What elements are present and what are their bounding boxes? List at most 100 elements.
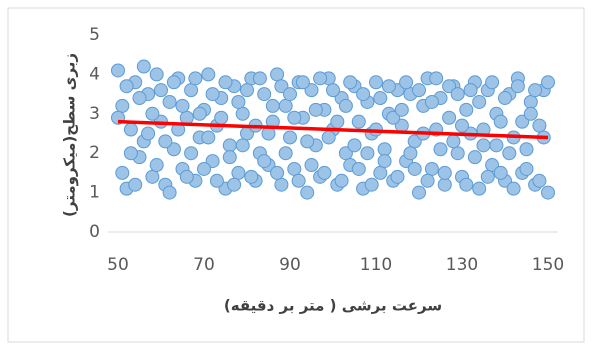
x-tick-label: 130: [446, 255, 478, 275]
point: [515, 114, 530, 129]
point: [278, 146, 293, 161]
point: [175, 98, 190, 113]
x-tick-label: 70: [193, 255, 215, 275]
y-axis-label: زبری سطح(میکرومتر): [61, 53, 79, 217]
x-tick-label: 150: [532, 255, 564, 275]
point: [386, 110, 401, 125]
trend-line: [117, 119, 549, 140]
point: [506, 181, 521, 196]
point: [394, 102, 409, 117]
point: [179, 169, 194, 184]
point: [304, 158, 319, 173]
point: [369, 75, 383, 90]
point: [162, 94, 177, 109]
point: [214, 110, 229, 125]
point: [300, 134, 315, 149]
point: [149, 158, 164, 173]
point: [115, 98, 130, 113]
point: [257, 87, 272, 102]
point: [467, 150, 482, 165]
point: [493, 114, 508, 129]
point: [287, 110, 302, 125]
y-tick-label: 2: [89, 143, 100, 163]
point: [295, 75, 310, 90]
point: [231, 165, 246, 180]
point: [166, 142, 181, 157]
point: [334, 173, 349, 188]
point: [390, 169, 405, 184]
point: [381, 79, 396, 94]
point: [158, 134, 173, 149]
point: [330, 114, 345, 129]
x-axis-label: سرعت برشی ( متر بر دقیقه): [224, 297, 442, 315]
point: [356, 87, 371, 102]
point: [154, 83, 168, 98]
point: [455, 118, 469, 133]
point: [270, 67, 285, 82]
point: [519, 142, 534, 157]
point: [128, 177, 143, 192]
point: [274, 79, 289, 94]
x-tick-label: 110: [360, 255, 392, 275]
point: [283, 87, 297, 102]
point: [265, 98, 280, 113]
point: [184, 83, 199, 98]
point: [532, 118, 547, 133]
point: [188, 71, 203, 86]
point: [162, 185, 177, 200]
point: [463, 83, 478, 98]
x-tick-label: 90: [279, 255, 301, 275]
point: [510, 79, 525, 94]
point: [412, 83, 426, 98]
point: [377, 154, 392, 169]
point: [145, 169, 160, 184]
point: [480, 169, 495, 184]
point: [115, 165, 130, 180]
point: [541, 75, 555, 90]
point: [347, 138, 362, 153]
point: [502, 146, 517, 161]
point: [437, 165, 452, 180]
point: [231, 94, 246, 109]
point: [519, 161, 534, 176]
point: [446, 134, 461, 149]
point: [399, 75, 414, 90]
point: [300, 185, 315, 200]
point: [364, 177, 379, 192]
point: [244, 169, 259, 184]
point: [450, 87, 465, 102]
point: [149, 67, 164, 82]
point: [287, 161, 302, 176]
point: [283, 130, 297, 145]
point: [489, 138, 504, 153]
point: [205, 154, 220, 169]
point: [373, 165, 388, 180]
point: [317, 165, 332, 180]
point: [326, 83, 340, 98]
point: [304, 83, 319, 98]
point: [498, 91, 512, 106]
point: [132, 91, 147, 106]
point: [541, 185, 555, 200]
point: [459, 102, 474, 117]
point: [278, 98, 293, 113]
point: [257, 154, 272, 169]
point: [313, 71, 328, 86]
y-tick-label: 1: [89, 183, 100, 203]
point: [235, 106, 250, 121]
y-tick-label: 0: [89, 222, 100, 242]
point: [424, 94, 439, 109]
point: [123, 122, 138, 137]
point: [291, 173, 306, 188]
point: [433, 142, 448, 157]
point: [373, 91, 388, 106]
point: [459, 177, 474, 192]
point: [442, 79, 457, 94]
point: [343, 75, 358, 90]
point: [472, 94, 487, 109]
point: [123, 146, 138, 161]
point: [205, 87, 220, 102]
y-tick-label: 4: [89, 64, 100, 84]
point: [360, 146, 375, 161]
point: [145, 106, 160, 121]
